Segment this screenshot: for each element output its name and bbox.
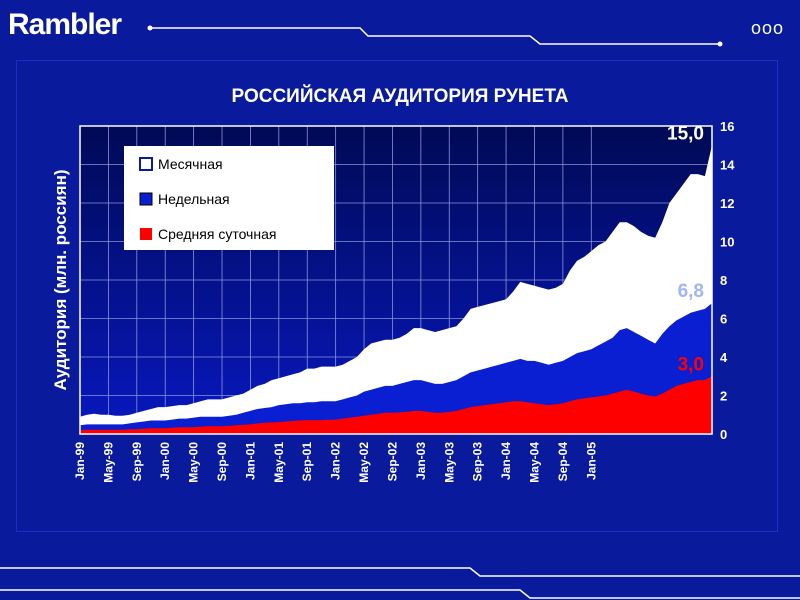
y-tick-label: 2 [720,389,727,404]
rambler-logo: Rambler [8,8,122,41]
x-tick-label: Sep-01 [300,442,314,482]
callout-label: 15,0 [667,123,704,144]
x-tick-label: Sep-03 [471,442,485,482]
legend: Месячная Недельная Средняя суточная [124,146,334,250]
y-axis-label: Аудитория (млн. россиян) [51,169,70,390]
y-tick-label: 12 [720,196,734,211]
area-monthly [80,145,712,435]
x-tick-label: Jan-99 [73,442,87,480]
x-tick-label: May-00 [187,442,201,483]
dots-icon: ooo [750,18,784,38]
y-tick-label: 16 [720,119,734,134]
x-tick-label: Jan-02 [329,442,343,480]
chart-title: РОССИЙСКАЯ АУДИТОРИЯ РУНЕТА [231,86,569,107]
x-tick-label: Jan-05 [584,442,598,480]
x-tick-label: Sep-00 [215,442,229,482]
x-tick-label: May-02 [357,442,371,483]
y-tick-label: 0 [720,427,727,442]
x-tick-label: Jan-04 [499,442,513,480]
x-tick-label: Sep-02 [385,442,399,482]
x-tick-label: May-99 [101,442,115,483]
legend-label-monthly: Месячная [158,156,223,172]
legend-label-daily: Средняя суточная [158,226,276,242]
x-tick-label: Sep-99 [130,442,144,482]
x-tick-label: May-03 [442,442,456,483]
area-weekly [80,303,712,434]
x-tick-label: Jan-03 [414,442,428,480]
y-tick-label: 4 [720,350,728,365]
callout-label: 3,0 [678,354,704,375]
y-tick-label: 6 [720,312,727,327]
y-tick-label: 14 [720,158,735,173]
legend-swatch-daily [140,228,152,240]
legend-swatch-weekly [139,192,153,206]
callout-label: 6,8 [678,281,704,302]
legend-label-weekly: Недельная [158,191,230,207]
x-tick-label: Jan-00 [158,442,172,480]
area-daily [80,376,712,434]
x-tick-label: May-01 [272,442,286,483]
plot-frame [79,125,713,435]
y-tick-label: 8 [720,273,727,288]
x-tick-label: May-04 [528,442,542,483]
y-tick-label: 10 [720,235,734,250]
x-tick-label: Sep-04 [556,442,570,482]
legend-swatch-monthly [139,157,153,171]
x-tick-label: Jan-01 [243,442,257,480]
